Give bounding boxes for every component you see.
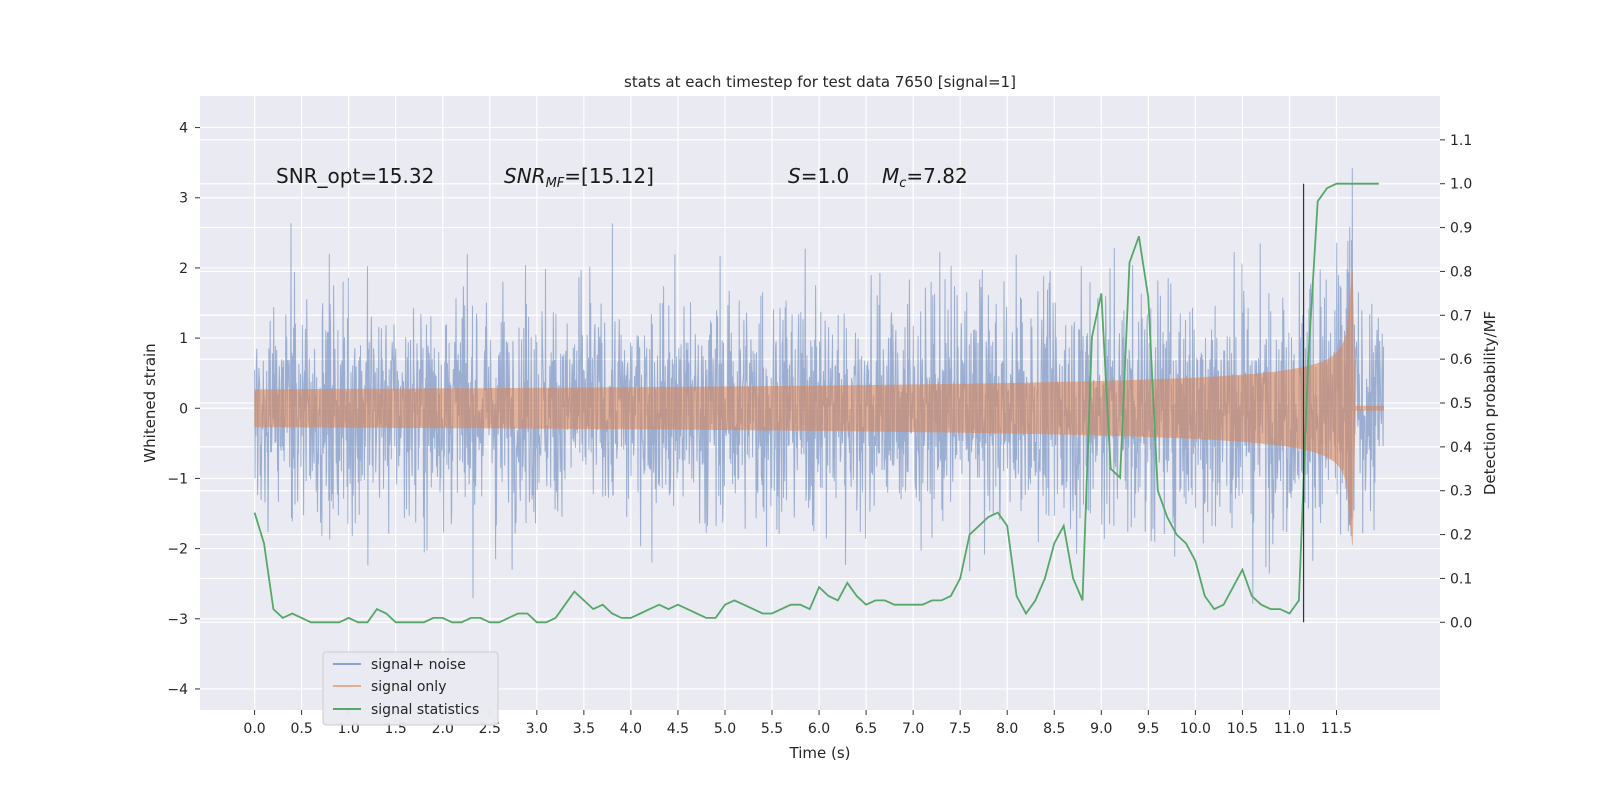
x-tick-label: 7.0 [902, 721, 924, 737]
y-tick-label-right: 0.9 [1450, 221, 1472, 237]
annotations: SNR_opt=15.32 SNRMF=[15.12] S=1.0 Mc=7.8… [276, 164, 968, 191]
y-tick-label-left: 0 [179, 401, 188, 417]
annotation-mc: Mc=7.82 [882, 164, 968, 191]
signal-only-series [254, 271, 1384, 546]
legend-box [322, 651, 499, 726]
y-tick-label-left: −3 [167, 612, 188, 628]
x-tick-label: 10.5 [1227, 721, 1258, 737]
y-tick-label-left: 3 [179, 191, 188, 207]
y-tick-label-left: −2 [167, 542, 188, 558]
x-tick-label: 4.0 [620, 721, 642, 737]
x-tick-label: 10.0 [1180, 721, 1211, 737]
chart-title: stats at each timestep for test data 765… [624, 73, 1016, 91]
x-tick-label: 6.5 [855, 721, 877, 737]
y-tick-label-left: 4 [179, 121, 188, 137]
signal-statistics-series [253, 182, 1379, 624]
annotation-mc-main: M [882, 164, 899, 188]
y-tick-label-right: 0.5 [1450, 396, 1472, 412]
y-tick-label-right: 0.2 [1450, 528, 1472, 544]
y-tick-label-left: 1 [179, 331, 188, 347]
annotation-mc-sub: c [899, 176, 906, 191]
x-tick-label: 8.0 [996, 721, 1018, 737]
annotation-snr-opt: SNR_opt=15.32 [276, 164, 434, 188]
y-tick-label-right: 0.8 [1450, 264, 1472, 280]
x-ticks: 0.0 0.5 1.0 1.5 2.0 2.5 3.0 3.5 4.0 4.5 5.0 5.5 6.0 6… [243, 710, 1352, 737]
annotation-s: S=1.0 [788, 164, 849, 188]
y-axis-label-right: Detection probability/MF [1481, 311, 1499, 495]
x-axis-label: Time (s) [789, 744, 851, 762]
x-tick-label: 9.0 [1090, 721, 1112, 737]
signal-only-trace [254, 271, 1384, 546]
x-tick-label: 11.5 [1321, 721, 1352, 737]
y-tick-label-right: 0.3 [1450, 484, 1472, 500]
x-tick-label: 4.5 [667, 721, 689, 737]
annotation-snr-mf-value: =[15.12] [564, 164, 654, 188]
y-ticks-left: 4 3 2 1 0 −1 −2 −3 −4 [167, 121, 200, 698]
y-tick-label-left: −4 [167, 682, 188, 698]
x-tick-label: 7.5 [949, 721, 971, 737]
y-tick-label-right: 1.0 [1450, 177, 1472, 193]
legend-label-signal-statistics: signal statistics [371, 702, 479, 718]
x-tick-label: 3.0 [526, 721, 548, 737]
x-tick-label: 0.5 [290, 721, 312, 737]
y-tick-label-right: 0.6 [1450, 352, 1472, 368]
y-tick-label-left: 2 [179, 261, 188, 277]
x-tick-label: 8.5 [1043, 721, 1065, 737]
annotation-snr-mf: SNRMF=[15.12] [504, 164, 654, 191]
signal-statistics-line [253, 182, 1379, 624]
x-tick-label: 3.5 [573, 721, 595, 737]
y-tick-label-right: 0.1 [1450, 571, 1472, 587]
x-tick-label: 11.0 [1274, 721, 1305, 737]
legend-label-signal-noise: signal+ noise [371, 657, 466, 673]
y-tick-label-left: −1 [167, 471, 188, 487]
legend-label-signal-only: signal only [371, 679, 446, 695]
annotation-s-value: =1.0 [801, 164, 850, 188]
x-tick-label: 5.0 [714, 721, 736, 737]
y-tick-label-right: 0.7 [1450, 308, 1472, 324]
legend: signal+ noise signal only signal statist… [322, 651, 499, 726]
y-axis-label-left: Whitened strain [141, 343, 159, 462]
annotation-mc-value: =7.82 [906, 164, 967, 188]
y-tick-label-right: 1.1 [1450, 133, 1472, 149]
annotation-snr-mf-main: SNR [504, 164, 546, 188]
y-ticks-right: 1.1 1.0 0.9 0.8 0.7 0.6 0.5 0.4 0.3 0.2 0.1 0.0 [1440, 133, 1472, 631]
annotation-snr-mf-sub: MF [546, 176, 565, 191]
y-tick-label-right: 0.4 [1450, 440, 1472, 456]
annotation-s-main: S [788, 164, 801, 188]
y-tick-label-right: 0.0 [1450, 615, 1472, 631]
x-tick-label: 6.0 [808, 721, 830, 737]
x-tick-label: 9.5 [1137, 721, 1159, 737]
x-tick-label: 5.5 [761, 721, 783, 737]
x-tick-label: 0.0 [243, 721, 265, 737]
